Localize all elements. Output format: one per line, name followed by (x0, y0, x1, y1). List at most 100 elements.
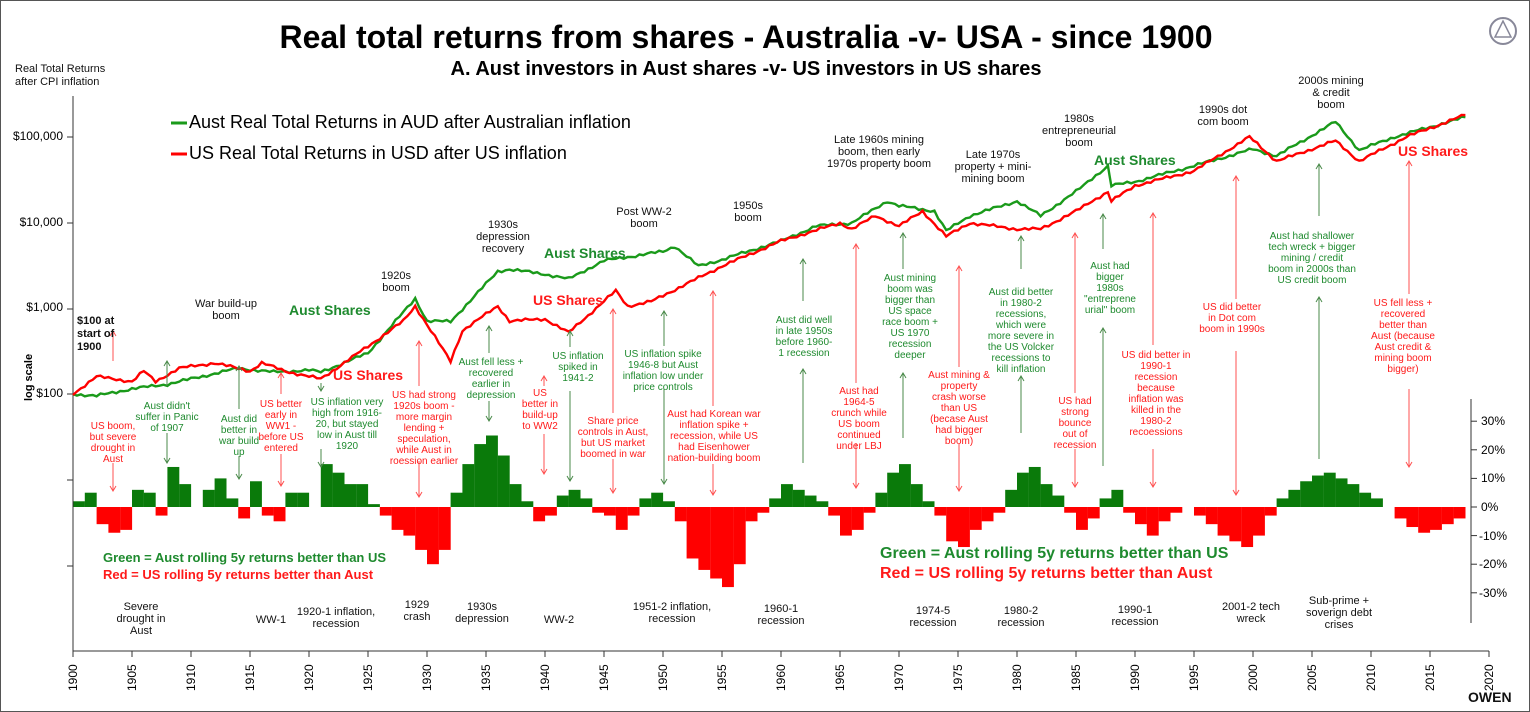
diff-bar-us-better (1441, 507, 1454, 525)
annotation: Aust fell less + recovered earlier in de… (458, 357, 524, 401)
arrowhead-icon (566, 475, 574, 482)
diff-legend-red-small: Red = US rolling 5y returns better than … (103, 567, 374, 582)
diff-bar-us-better (238, 507, 251, 519)
diff-bar-us-better (686, 507, 699, 559)
logo-mark-icon (1493, 19, 1513, 38)
arrowhead-icon (1232, 489, 1240, 496)
diff-bar-us-better (1253, 507, 1265, 536)
diff-bar-us-better (273, 507, 286, 522)
arrowhead-icon (899, 232, 907, 239)
diff-legend-red-large: Red = US rolling 5y returns better than … (880, 565, 1213, 582)
annotation: US inflation spike 1946-8 but Aust infla… (622, 349, 704, 393)
annotation: Late 1960s mining boom, then early 1970s… (827, 134, 931, 170)
diff-bar-aust-better (1052, 495, 1065, 507)
diff-bar-aust-better (875, 492, 888, 507)
annotation: 1980s entrepreneurial boom (1042, 113, 1116, 149)
diff-bar-aust-better (1323, 472, 1336, 507)
x-tick-label: 1940 (538, 664, 552, 691)
annotation: 1950s boom (733, 200, 763, 224)
diff-bar-aust-better (1017, 472, 1029, 507)
legend-us: US Real Total Returns in USD after US in… (189, 143, 567, 163)
diff-bar-us-better (592, 507, 605, 513)
diff-bar-us-better (155, 507, 168, 516)
diff-bar-us-better (615, 507, 628, 530)
diff-bar-us-better (969, 507, 982, 530)
arrowhead-icon (1149, 212, 1157, 219)
diff-bar-us-better (1123, 507, 1136, 513)
arrowhead-icon (540, 375, 548, 382)
x-tick-label: 1900 (66, 664, 80, 691)
arrowhead-icon (317, 385, 325, 392)
arrowhead-icon (109, 330, 117, 337)
diff-bar-aust-better (1005, 489, 1018, 507)
x-tick-label: 1910 (184, 664, 198, 691)
diff-bar-us-better (1453, 507, 1466, 519)
diff-bar-us-better (96, 507, 109, 525)
right-tick-label: 0% (1481, 500, 1499, 514)
annotation: US better early in WW1 - before US enter… (258, 399, 304, 454)
diff-bar-us-better (1170, 507, 1183, 513)
diff-bar-aust-better (344, 484, 357, 507)
diff-bar-aust-better (792, 489, 805, 507)
annotation: Aust had 1964-5 crunch while US boom con… (831, 386, 887, 452)
x-tick-label: 1965 (833, 664, 847, 691)
diff-bar-us-better (1394, 507, 1407, 519)
diff-bar-us-better (1076, 507, 1088, 530)
y-tick-label: $1,000 (26, 300, 63, 315)
diff-bar-aust-better (1099, 498, 1112, 507)
x-tick-label: 1980 (1010, 664, 1024, 691)
diff-bar-aust-better (1371, 498, 1383, 507)
diff-bar-us-better (545, 507, 557, 516)
diff-bar-aust-better (509, 484, 522, 507)
series-label-us: US Shares (1398, 143, 1469, 159)
diff-bar-aust-better (651, 492, 664, 507)
chart-title: Real total returns from shares - Austral… (279, 19, 1213, 55)
diff-bar-aust-better (84, 492, 97, 507)
arrowhead-icon (317, 461, 325, 468)
x-tick-label: 2015 (1423, 664, 1437, 691)
diff-bar-aust-better (1359, 492, 1372, 507)
diff-bar-aust-better (356, 484, 369, 507)
annotation: US had strong 1920s boom - more margin l… (389, 390, 459, 467)
diff-bar-aust-better (1347, 484, 1360, 507)
x-tick-label: 1960 (774, 664, 788, 691)
diff-bar-us-better (745, 507, 758, 522)
annotation: War build-up boom (195, 298, 257, 322)
diff-bar-us-better (415, 507, 428, 550)
diff-bar-us-better (863, 507, 876, 513)
annotation: 1930s depression (455, 601, 509, 625)
right-tick-label: 30% (1481, 414, 1506, 429)
arrowhead-icon (415, 340, 423, 347)
diff-bar-us-better (1158, 507, 1171, 522)
arrowhead-icon (852, 243, 860, 250)
annotation: 2001-2 tech wreck (1221, 601, 1281, 625)
arrowhead-icon (109, 485, 117, 492)
arrowhead-icon (660, 478, 668, 485)
annotation: US did better in 1990-1 recession becaus… (1121, 350, 1191, 438)
diff-bar-us-better (1064, 507, 1077, 513)
diff-legend-green-large: Green = Aust rolling 5y returns better t… (880, 545, 1229, 562)
diff-bar-aust-better (285, 492, 298, 507)
diff-bar-us-better (379, 507, 392, 516)
x-tick-label: 2010 (1364, 664, 1378, 691)
annotation: Aust had shallower tech wreck + bigger m… (1268, 231, 1356, 286)
diff-bar-us-better (981, 507, 994, 522)
diff-bar-aust-better (368, 504, 380, 507)
chart-subtitle: A. Aust investors in Aust shares -v- US … (450, 58, 1042, 80)
diff-bar-us-better (757, 507, 770, 513)
arrowhead-icon (277, 372, 285, 379)
diff-bar-us-better (120, 507, 133, 530)
diff-bar-us-better (1217, 507, 1230, 536)
x-tick-label: 1995 (1187, 664, 1201, 691)
annotation: 1960-1 recession (757, 603, 805, 627)
diff-bar-us-better (674, 507, 687, 522)
diff-bar-us-better (1205, 507, 1218, 525)
series-label-us: US Shares (533, 292, 604, 308)
arrowhead-icon (235, 365, 243, 372)
diff-bar-aust-better (474, 444, 487, 507)
annotation: WW-1 (255, 614, 287, 626)
x-tick-label: 1970 (892, 664, 906, 691)
diff-bar-aust-better (804, 495, 817, 507)
